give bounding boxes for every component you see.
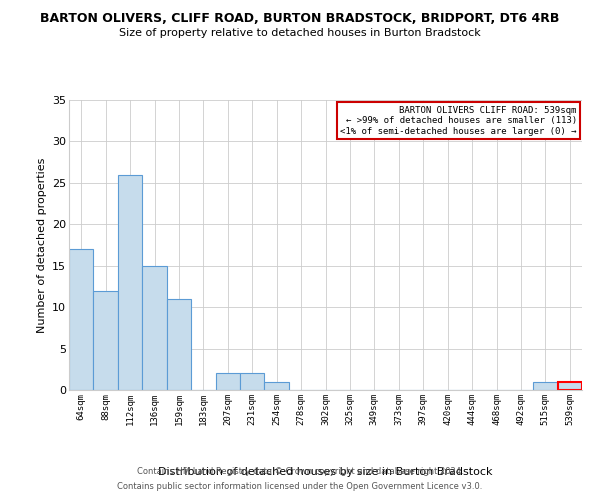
Bar — [265, 382, 289, 390]
Text: Size of property relative to detached houses in Burton Bradstock: Size of property relative to detached ho… — [119, 28, 481, 38]
Bar — [557, 382, 582, 390]
Text: Contains HM Land Registry data © Crown copyright and database right 2024.: Contains HM Land Registry data © Crown c… — [137, 467, 463, 476]
Text: BARTON OLIVERS CLIFF ROAD: 539sqm
← >99% of detached houses are smaller (113)
<1: BARTON OLIVERS CLIFF ROAD: 539sqm ← >99%… — [340, 106, 577, 136]
Y-axis label: Number of detached properties: Number of detached properties — [37, 158, 47, 332]
Bar — [167, 299, 191, 390]
Bar — [118, 174, 142, 390]
Bar — [533, 382, 557, 390]
Text: Contains public sector information licensed under the Open Government Licence v3: Contains public sector information licen… — [118, 482, 482, 491]
X-axis label: Distribution of detached houses by size in Burton Bradstock: Distribution of detached houses by size … — [158, 466, 493, 476]
Bar — [240, 374, 265, 390]
Bar — [215, 374, 240, 390]
Bar — [69, 249, 94, 390]
Bar — [142, 266, 167, 390]
Bar — [94, 290, 118, 390]
Text: BARTON OLIVERS, CLIFF ROAD, BURTON BRADSTOCK, BRIDPORT, DT6 4RB: BARTON OLIVERS, CLIFF ROAD, BURTON BRADS… — [40, 12, 560, 26]
